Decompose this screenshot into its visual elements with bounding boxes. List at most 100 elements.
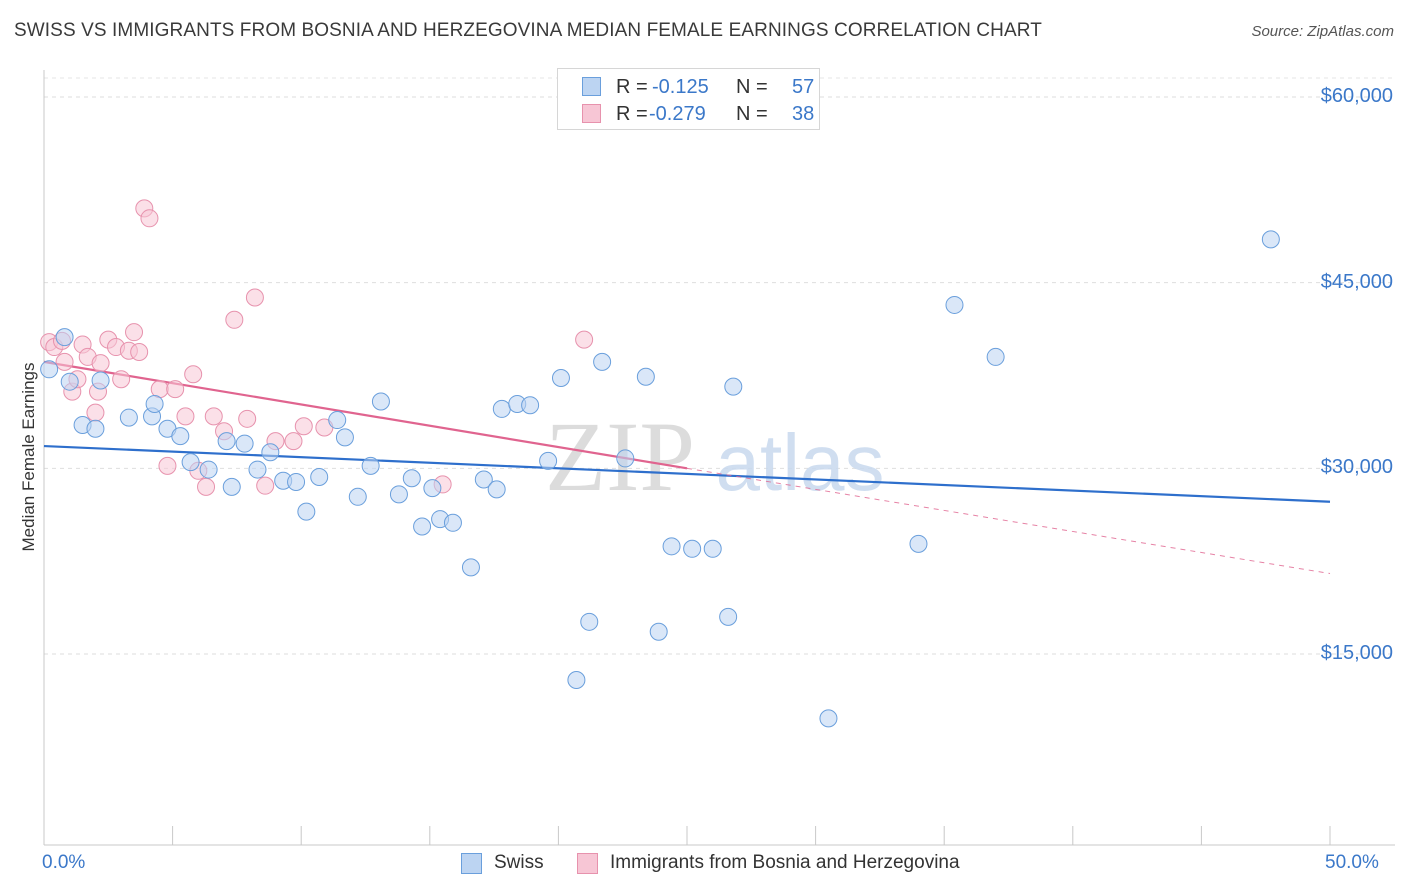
legend-n-value: 57 [792,76,815,98]
bosnia-point [284,432,303,451]
swiss-point [335,428,354,447]
bosnia-trend-line [43,360,688,470]
swiss-point [60,372,79,391]
swiss-point [222,477,241,496]
y-tick-label: $45,000 [1320,270,1393,293]
axes [43,70,1395,846]
swiss-point [297,502,316,521]
bosnia-point [294,417,313,436]
y-tick-label: $60,000 [1320,85,1393,107]
swiss-point [909,534,928,553]
y-tick-label: $30,000 [1320,456,1393,479]
watermark: ZIP atlas [545,401,884,512]
swiss-point [217,432,236,451]
bosnia-point [184,365,203,384]
swiss-point [287,472,306,491]
trend-lines [43,360,1331,575]
bosnia-point [166,380,185,399]
swiss-point [261,443,280,462]
swiss-point [348,487,367,506]
swiss-point [703,539,722,558]
swiss-point [86,419,105,438]
swiss-point [719,607,738,626]
swiss-point [310,467,329,486]
swiss-point [235,434,254,453]
y-tick-label: $15,000 [1320,642,1393,664]
bosnia-point [238,409,257,428]
bosnia-swatch [582,104,601,123]
bottom-legend-label: Swiss [494,852,544,873]
bosnia-trend-extension [686,467,1331,575]
legend-n-label: N = [736,103,768,125]
bosnia-point [197,477,216,496]
swiss-swatch [461,853,482,874]
watermark-atlas: atlas [716,418,885,507]
x-tick-label-min: 0.0% [42,852,86,873]
swiss-point [91,371,110,390]
swiss-point [724,377,743,396]
bosnia-point [176,407,195,426]
swiss-point [119,408,138,427]
legend-n-value: 38 [792,103,815,125]
correlation-legend: R = -0.125 N = 57 R = -0.279 N = 38 [557,68,820,130]
swiss-point [487,480,506,499]
swiss-point [492,399,511,418]
legend-n-label: N = [736,76,768,98]
swiss-point [580,612,599,631]
swiss-point [145,394,164,413]
swiss-point [593,352,612,371]
swiss-point [389,485,408,504]
swiss-point [521,396,540,415]
bosnia-point [112,370,131,389]
swiss-point [662,537,681,556]
bosnia-point [130,342,149,361]
legend-r-label: R = [616,103,648,125]
swiss-point [171,427,190,446]
bosnia-point [91,354,110,373]
swiss-point [443,513,462,532]
swiss-point [1261,230,1280,249]
swiss-point [567,670,586,689]
swiss-point [328,411,347,430]
bosnia-point [225,310,244,329]
swiss-point [423,479,442,498]
swiss-point [649,622,668,641]
swiss-point [402,469,421,488]
bosnia-point [204,407,223,426]
bosnia-point [158,456,177,475]
bosnia-point [55,352,74,371]
swiss-point [461,558,480,577]
swiss-point [55,328,74,347]
swiss-point [199,460,218,479]
swiss-point [361,456,380,475]
bottom-legend-label: Immigrants from Bosnia and Herzegovina [610,852,960,873]
swiss-point [683,539,702,558]
swiss-trend-line [43,444,1331,503]
swiss-point [616,449,635,468]
swiss-point [474,470,493,489]
y-axis-label: Median Female Earnings [19,362,38,552]
swiss-point [248,460,267,479]
source-label: Source: ZipAtlas.com [1251,23,1394,40]
x-tick-label-max: 50.0% [1325,852,1379,873]
swiss-point [636,367,655,386]
swiss-swatch [582,77,601,96]
swiss-point [819,709,838,728]
bosnia-point [575,330,594,349]
gridlines [44,77,1395,655]
swiss-point [945,295,964,314]
bosnia-point [256,476,275,495]
chart-title: SWISS VS IMMIGRANTS FROM BOSNIA AND HERZ… [14,20,1042,41]
bosnia-point [125,323,144,342]
data-points [40,199,1280,728]
swiss-point [40,360,59,379]
swiss-point [551,368,570,387]
bosnia-point [245,288,264,307]
legend-r-value: -0.279 [649,103,706,125]
swiss-point [539,451,558,470]
legend-r-label: R = [616,76,648,98]
swiss-point [986,347,1005,366]
bosnia-point [86,403,105,422]
bosnia-point [140,209,159,228]
